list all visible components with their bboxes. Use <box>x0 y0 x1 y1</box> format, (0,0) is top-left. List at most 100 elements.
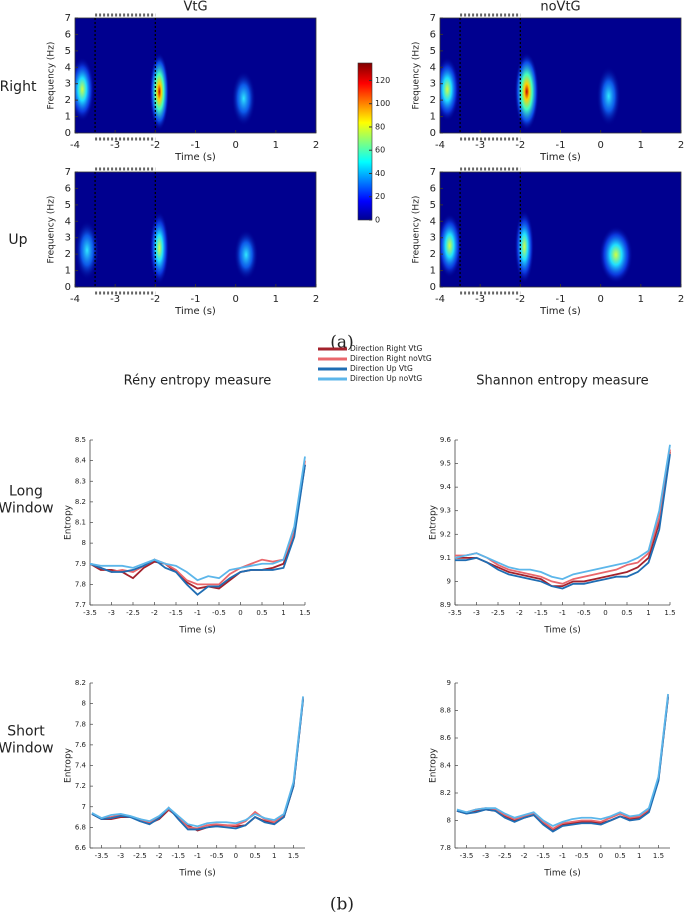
y-tick-label: 8.2 <box>75 679 86 687</box>
x-tick-label: -2 <box>156 852 163 860</box>
panel-title: noVtG <box>540 0 580 15</box>
spectral-blob <box>596 66 621 127</box>
spectrogram <box>440 18 681 133</box>
y-tick-label: 7 <box>65 13 71 24</box>
colorbar-tick-label: 60 <box>375 146 385 155</box>
colorbar <box>357 62 373 221</box>
y-tick-label: 5 <box>430 46 436 57</box>
colorbar-tick-label: 20 <box>375 192 385 201</box>
row-label: Up <box>8 232 27 248</box>
row-label-line: Long <box>9 484 43 500</box>
spectrogram-bg <box>440 172 681 287</box>
x-tick-label: -3 <box>117 852 124 860</box>
y-tick-label: 8.5 <box>75 436 86 444</box>
row-label-line: Short <box>7 724 45 740</box>
x-tick-label: 0 <box>238 609 242 617</box>
x-tick-label: -1 <box>559 852 566 860</box>
x-tick-label: -3.5 <box>95 852 109 860</box>
x-tick-label: -3.5 <box>448 609 462 617</box>
y-tick-label: 4 <box>65 216 71 227</box>
x-tick-label: 1.5 <box>299 609 310 617</box>
spectral-blob <box>149 52 169 131</box>
colorbar-tick-label: 0 <box>375 216 380 225</box>
x-tick-label: 1 <box>273 140 279 151</box>
colorbar-tick-label: 120 <box>375 76 390 85</box>
y-tick-label: 7.8 <box>440 844 451 852</box>
x-tick-label: -4 <box>70 140 80 151</box>
spectral-blob <box>149 211 169 285</box>
series-line <box>456 696 669 833</box>
y-tick-label: 8.6 <box>440 734 452 742</box>
row-label: Right <box>0 79 37 95</box>
y-tick-label: 3 <box>430 79 436 90</box>
spectral-blob <box>234 229 259 281</box>
y-tick-label: 4 <box>430 216 436 227</box>
y-tick-label: 6.8 <box>75 823 86 831</box>
spectral-blob <box>440 213 462 278</box>
y-tick-label: 7 <box>430 167 436 178</box>
x-tick-label: 1 <box>637 852 641 860</box>
y-tick-label: 9 <box>447 577 451 585</box>
spectrogram-bg <box>75 18 316 133</box>
x-tick-label: -4 <box>435 294 445 305</box>
x-tick-label: 1.5 <box>653 852 664 860</box>
x-tick-label: -2 <box>150 294 160 305</box>
x-tick-label: 0.5 <box>615 852 626 860</box>
series-line <box>456 695 669 830</box>
y-tick-label: 2 <box>430 249 436 260</box>
series-line <box>89 464 306 596</box>
x-tick-label: -3.5 <box>83 609 97 617</box>
x-axis-label: Time (s) <box>174 152 216 163</box>
x-tick-label: 2 <box>678 140 684 151</box>
y-tick-label: 4 <box>65 62 71 73</box>
x-tick-label: 0.5 <box>250 852 261 860</box>
spectrogram-bg <box>75 172 316 287</box>
x-tick-label: -2.5 <box>498 852 512 860</box>
spectrogram <box>75 18 316 133</box>
x-tick-label: 2 <box>678 294 684 305</box>
x-tick-label: -3 <box>482 852 489 860</box>
y-tick-label: 8.3 <box>75 477 86 485</box>
y-tick-label: 2 <box>65 249 71 260</box>
y-tick-label: 9.2 <box>440 530 451 538</box>
x-tick-label: -2.5 <box>491 609 505 617</box>
x-tick-label: 1 <box>273 294 279 305</box>
x-axis-label: Time (s) <box>178 869 216 879</box>
series-line <box>456 693 669 828</box>
legend-label: Direction Right VtG <box>350 344 422 353</box>
y-tick-label: 5 <box>430 200 436 211</box>
x-tick-label: -2 <box>515 294 525 305</box>
colorbar-tick-label: 100 <box>375 99 390 108</box>
x-tick-label: 0 <box>597 294 603 305</box>
x-axis-label: Time (s) <box>174 306 216 317</box>
x-tick-label: -3 <box>110 140 120 151</box>
x-axis-label: Time (s) <box>178 626 216 636</box>
x-tick-label: 1 <box>281 609 285 617</box>
series-line <box>91 698 304 832</box>
colorbar-tick-label: 80 <box>375 122 385 131</box>
x-tick-label: -1 <box>556 294 566 305</box>
y-tick-label: 1 <box>430 266 436 277</box>
x-tick-label: 0 <box>597 140 603 151</box>
panel-title: Shannon entropy measure <box>476 374 648 389</box>
series-line <box>455 451 671 588</box>
y-tick-label: 7.4 <box>75 762 87 770</box>
x-tick-label: -1.5 <box>534 609 548 617</box>
x-tick-label: -2 <box>515 140 525 151</box>
series-line <box>454 444 671 581</box>
y-tick-label: 0 <box>65 282 71 293</box>
y-tick-label: 3 <box>65 79 71 90</box>
y-tick-label: 9.3 <box>440 507 451 515</box>
x-tick-label: 0 <box>232 294 238 305</box>
y-tick-label: 7 <box>82 803 86 811</box>
y-tick-label: 0 <box>65 128 71 139</box>
y-tick-label: 7.9 <box>75 560 86 568</box>
y-axis-label: Entropy <box>429 747 439 783</box>
series-line <box>455 454 671 590</box>
x-tick-label: -2 <box>516 609 523 617</box>
y-tick-label: 6 <box>65 183 71 194</box>
y-tick-label: 8.4 <box>440 762 452 770</box>
spectrogram <box>440 172 681 287</box>
x-tick-label: -0.5 <box>575 852 589 860</box>
y-tick-label: 9 <box>447 679 451 687</box>
